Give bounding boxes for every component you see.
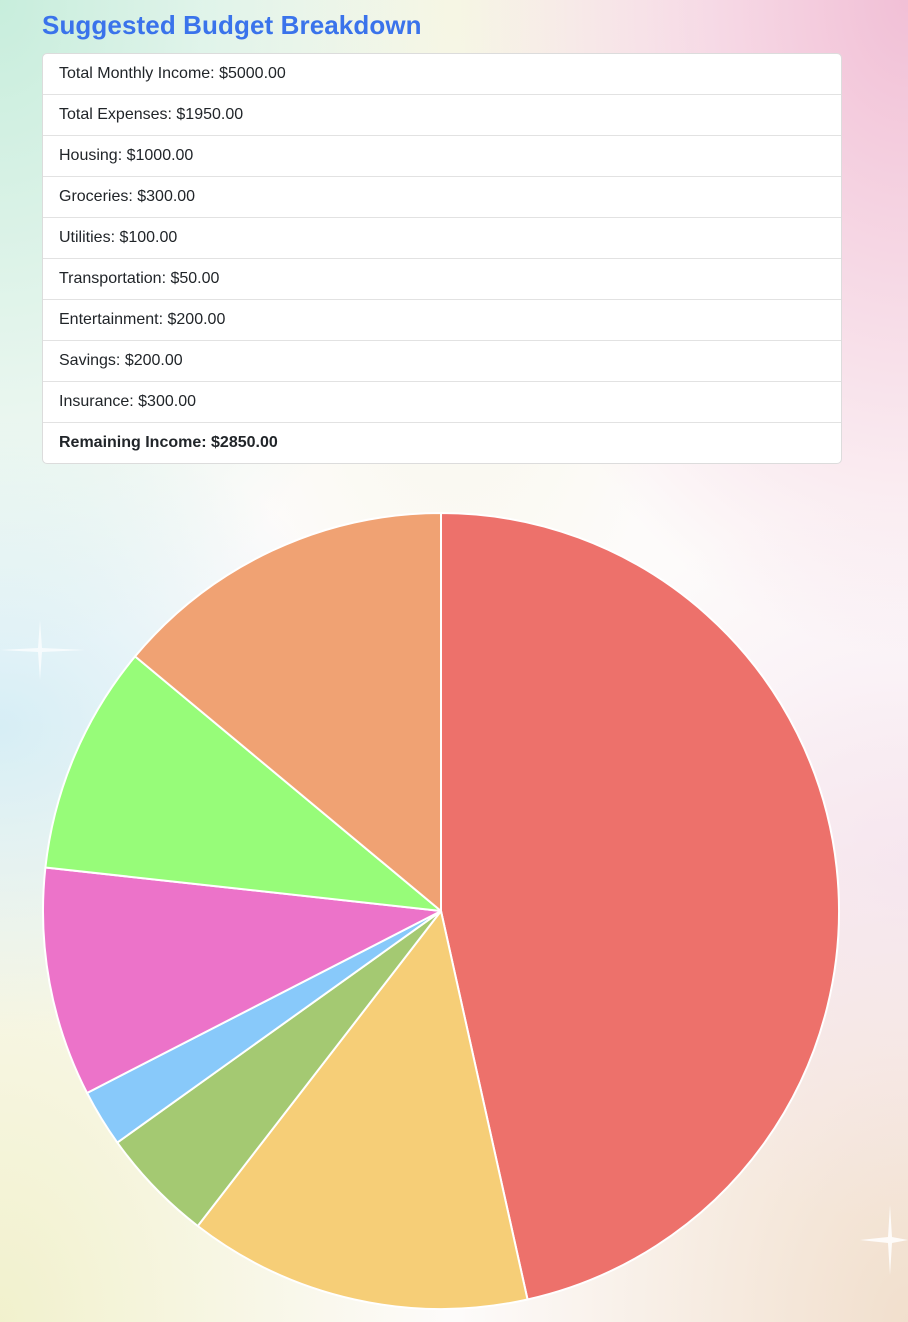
pie-slice-groceries[interactable]	[196, 910, 529, 1310]
sparkle-decoration	[860, 1205, 908, 1275]
pie-slice-housing[interactable]	[440, 512, 840, 1301]
pie-slice-entertainment[interactable]	[42, 866, 442, 1094]
category-item-transportation: Transportation: $50.00	[43, 258, 841, 299]
pie-slice-insurance[interactable]	[134, 512, 442, 912]
total-income-item: Total Monthly Income: $5000.00	[59, 65, 286, 82]
remaining-income-item: Remaining Income: $2850.00	[43, 422, 841, 463]
page-title: Suggested Budget Breakdown	[42, 10, 422, 40]
budget-summary-list: Total Monthly Income: $5000.00 Total Exp…	[42, 53, 842, 464]
pie-slice-savings[interactable]	[44, 655, 442, 912]
category-item-insurance: Insurance: $300.00	[43, 381, 841, 422]
sparkle-decoration-left	[0, 620, 85, 680]
category-item-groceries: Groceries: $300.00	[43, 176, 841, 217]
category-item-housing: Housing: $1000.00	[43, 135, 841, 176]
budget-pie-chart	[0, 470, 908, 1322]
category-item-utilities: Utilities: $100.00	[43, 217, 841, 258]
total-expenses-item: Total Expenses: $1950.00	[43, 94, 841, 135]
pie-chart-svg	[42, 512, 840, 1310]
category-item-savings: Savings: $200.00	[43, 340, 841, 381]
category-item-entertainment: Entertainment: $200.00	[43, 299, 841, 340]
